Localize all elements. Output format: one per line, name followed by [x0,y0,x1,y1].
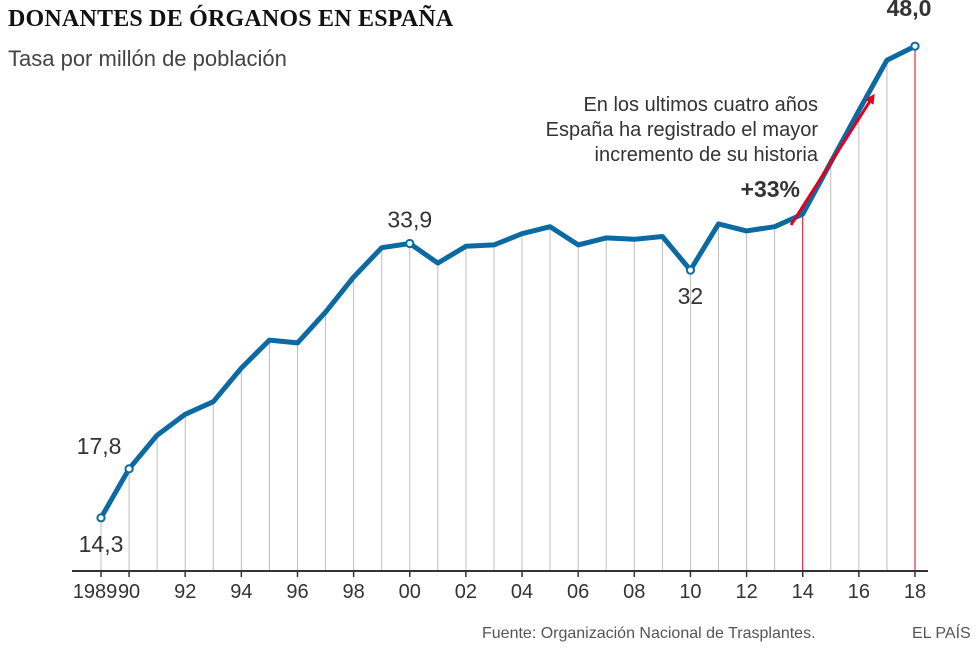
x-axis: 1989 90 92 94 96 98 00 02 04 06 08 10 12 14 16 18 [72,570,928,603]
point-marker-2018 [910,41,920,51]
tick-label-2006: 06 [567,581,589,603]
tick-label-1998: 98 [342,581,364,603]
annotation-line-3: incremento de su historia [595,144,819,166]
point-marker-1990 [124,464,134,474]
annotation: En los ultimos cuatro años España ha regi… [546,93,875,226]
brand-label: EL PAÍS [912,625,971,642]
source-note: Fuente: Organización Nacional de Traspla… [482,625,816,642]
series-line [98,43,918,521]
tick-label-2004: 04 [511,581,533,603]
annotation-change: +33% [741,176,800,202]
gridlines [100,46,916,571]
tick-label-2012: 12 [735,581,757,603]
data-label-2000: 33,9 [387,207,432,233]
tick-label-2000: 00 [399,581,421,603]
tick-label-1992: 92 [174,581,196,603]
arrow-icon [789,93,875,226]
point-marker-2000 [405,238,415,249]
tick-label-1990: 90 [118,581,140,603]
data-label-2018: 48,0 [887,0,932,21]
annotation-line-2: España ha registrado el mayor [546,119,819,141]
data-label-2010: 32 [678,283,704,309]
tick-label-2002: 02 [455,581,477,603]
series-layer [96,41,920,523]
data-label-1990: 17,8 [77,433,122,459]
data-label-1989: 14,3 [79,531,124,557]
tick-label-1994: 94 [230,581,252,603]
tick-label-2008: 08 [623,581,645,603]
tick-label-1996: 96 [286,581,308,603]
point-marker-2010 [685,265,696,275]
chart-title: DONANTES DE ÓRGANOS EN ESPAÑA [8,6,454,32]
point-marker-1989 [96,513,106,523]
data-labels: 14,3 17,8 33,9 32 48,0 [77,0,932,557]
tick-label-2018: 18 [904,581,926,603]
chart-subtitle: Tasa por millón de población [8,46,287,71]
tick-label-2014: 14 [792,581,814,603]
tick-label-2016: 16 [848,581,870,603]
tick-label-2010: 10 [679,581,701,603]
annotation-line-1: En los ultimos cuatro años [583,94,818,116]
tick-label-1989: 1989 [73,581,118,603]
